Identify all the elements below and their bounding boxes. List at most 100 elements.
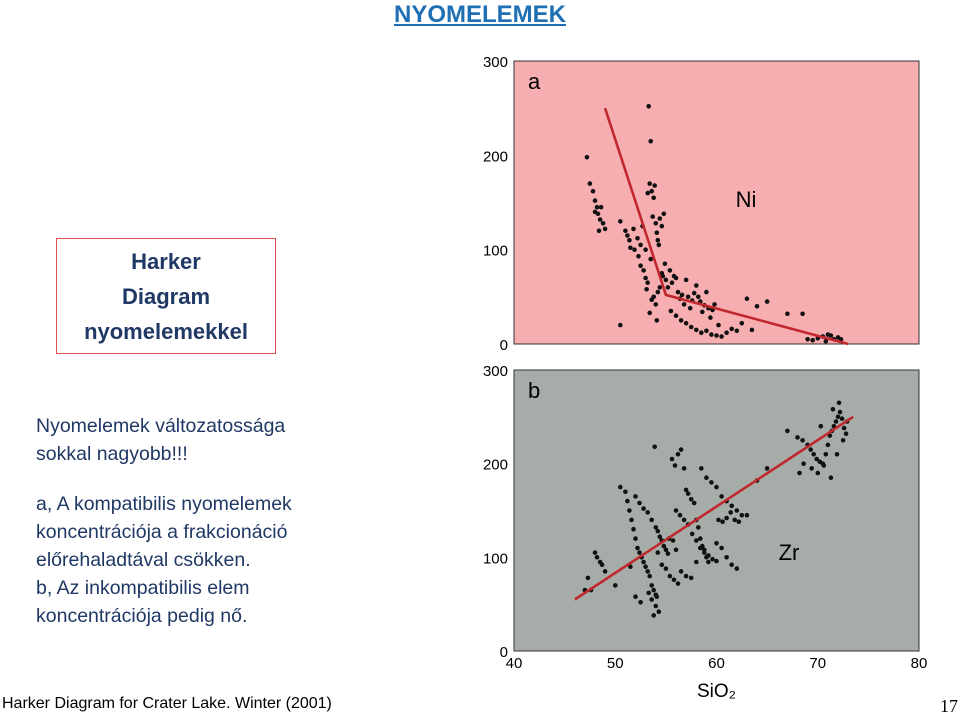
data-point — [716, 322, 721, 328]
data-point — [643, 247, 648, 252]
x-tick-label: 50 — [607, 655, 624, 672]
data-point — [638, 242, 643, 248]
data-point — [623, 228, 628, 234]
data-point — [643, 564, 648, 569]
data-point — [821, 463, 827, 468]
data-point — [732, 517, 737, 523]
data-point — [714, 484, 719, 490]
data-point — [670, 538, 676, 543]
data-point — [724, 515, 729, 521]
data-point — [597, 217, 603, 222]
data-point — [656, 242, 662, 248]
data-point — [689, 531, 695, 537]
diagram-label-box: Harker Diagram nyomelemekkel — [56, 238, 276, 354]
data-point — [683, 277, 689, 283]
data-point — [638, 600, 643, 605]
data-point — [673, 508, 679, 513]
data-point — [590, 188, 596, 194]
data-point — [719, 334, 724, 339]
data-point — [825, 442, 831, 448]
data-point — [828, 475, 834, 481]
text-line: sokkal nagyobb!!! — [36, 443, 188, 465]
data-point — [673, 275, 679, 281]
data-point — [704, 289, 709, 295]
data-point — [729, 326, 734, 332]
data-point — [647, 310, 652, 316]
data-point — [744, 296, 750, 302]
data-point — [635, 236, 640, 241]
data-point — [719, 494, 724, 499]
data-point — [660, 273, 666, 279]
data-point — [785, 428, 790, 434]
data-point — [636, 253, 641, 259]
data-point — [688, 324, 694, 330]
data-point — [649, 583, 654, 588]
data-point — [655, 550, 661, 555]
data-point — [618, 322, 623, 328]
data-point — [797, 470, 802, 476]
data-point — [649, 297, 654, 303]
data-point — [613, 583, 618, 588]
data-point — [671, 577, 677, 583]
data-point — [584, 154, 590, 160]
x-tick-label: 80 — [911, 655, 928, 672]
data-point — [681, 517, 687, 523]
data-point — [675, 581, 681, 586]
data-point — [714, 541, 719, 546]
data-point — [602, 226, 608, 232]
data-point — [667, 573, 673, 579]
data-point — [734, 566, 740, 571]
data-point — [667, 268, 673, 273]
data-point — [633, 536, 638, 541]
data-point — [739, 320, 745, 326]
data-point — [649, 188, 654, 194]
data-point — [736, 519, 742, 524]
data-point — [657, 216, 663, 221]
data-point — [668, 308, 674, 314]
data-point — [645, 280, 650, 286]
data-point — [585, 575, 591, 581]
data-point — [655, 237, 661, 243]
data-point — [649, 597, 654, 602]
data-point — [728, 510, 733, 515]
data-point — [649, 517, 654, 523]
data-point — [749, 327, 755, 333]
data-point — [691, 500, 697, 506]
plot-area-b — [513, 369, 920, 652]
data-point — [641, 268, 646, 273]
data-point — [801, 461, 806, 467]
data-point — [808, 447, 813, 452]
data-point — [661, 211, 667, 217]
x-tick-label: 40 — [506, 655, 523, 672]
data-point — [827, 433, 833, 438]
data-point — [716, 517, 721, 523]
data-point — [652, 444, 657, 450]
data-point — [618, 484, 623, 490]
data-point — [645, 569, 650, 574]
data-point — [656, 609, 662, 614]
panel-label: a — [528, 69, 541, 94]
data-point — [696, 294, 701, 300]
data-point — [618, 219, 623, 224]
data-point — [694, 538, 699, 543]
data-point — [592, 209, 598, 215]
x-tick-label: 70 — [809, 655, 826, 672]
data-point — [699, 330, 704, 336]
y-tick-label: 200 — [483, 457, 508, 474]
data-point — [714, 333, 719, 338]
data-point — [834, 452, 840, 457]
text-line: koncentrációja a frakcionáció — [36, 521, 288, 543]
data-point — [647, 573, 652, 579]
data-point — [694, 559, 699, 565]
data-point — [646, 590, 651, 596]
data-point — [625, 498, 630, 504]
box-line: Diagram — [121, 283, 211, 309]
text-line: Nyomelemek változatossága — [36, 415, 286, 437]
data-point — [734, 508, 740, 513]
data-point — [805, 337, 810, 342]
data-point — [694, 283, 699, 288]
data-point — [734, 328, 740, 334]
data-point — [665, 285, 671, 290]
element-label: Zr — [779, 540, 800, 565]
